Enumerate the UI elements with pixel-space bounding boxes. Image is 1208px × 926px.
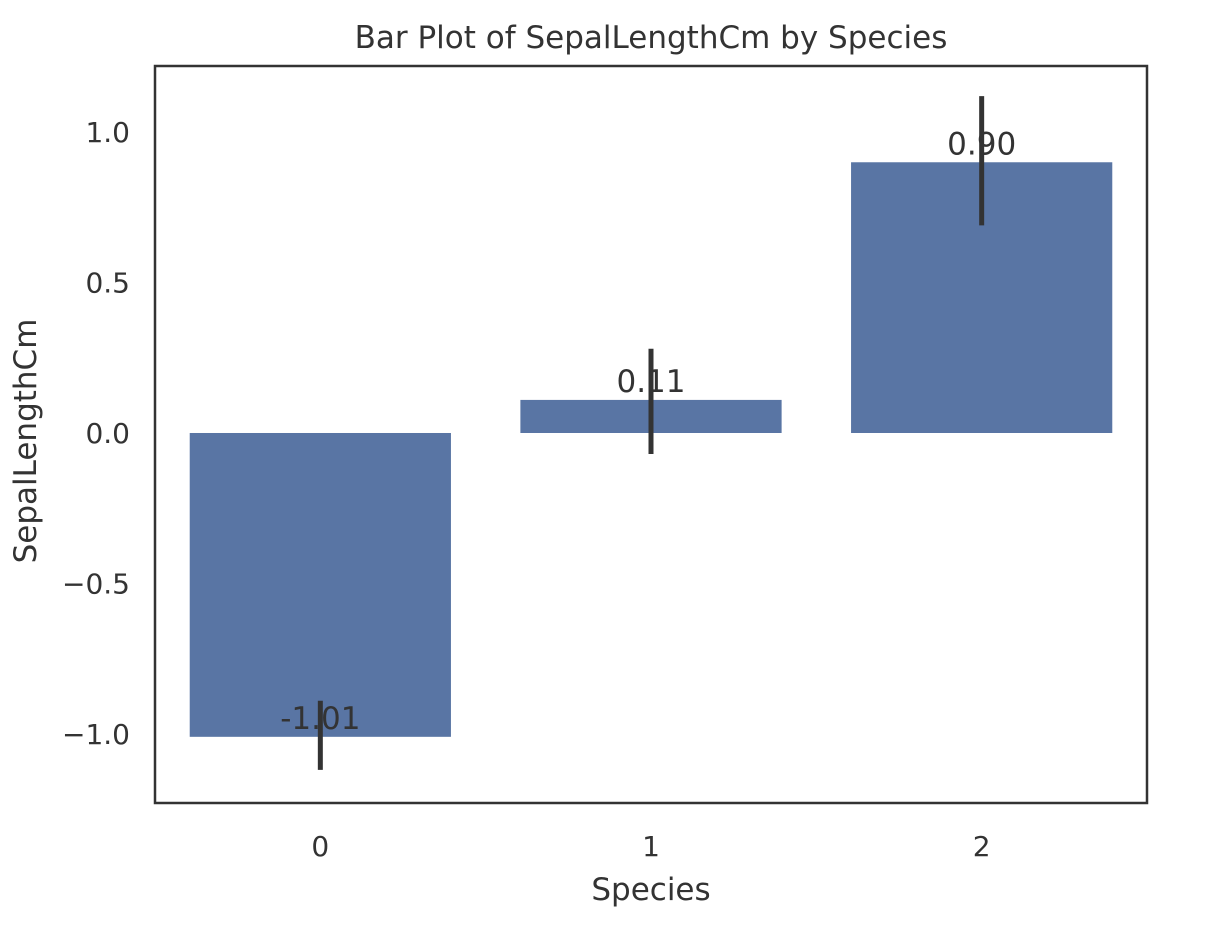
data-label-0: -1.01: [280, 701, 360, 737]
x-axis-label: Species: [591, 872, 710, 908]
x-tick-label-1: 1: [642, 830, 660, 863]
data-labels-layer: -1.01 0.11 0.90: [280, 126, 1016, 737]
y-tick-label: 0.5: [85, 267, 130, 300]
y-tick-label: −1.0: [62, 718, 130, 751]
x-tick-label-2: 2: [973, 830, 991, 863]
x-axis-ticks: 0 1 2: [311, 830, 990, 863]
y-tick-label: 1.0: [85, 116, 130, 149]
bar-0: [189, 432, 451, 737]
x-tick-label-0: 0: [311, 830, 329, 863]
data-label-1: 0.11: [616, 364, 685, 400]
data-label-2: 0.90: [947, 126, 1016, 162]
plot-frame: [153, 64, 1149, 805]
chart-title: Bar Plot of SepalLengthCm by Species: [355, 20, 948, 56]
y-axis-ticks: −1.0 −0.5 0.0 0.5 1.0: [62, 116, 130, 751]
bars-layer: [189, 162, 1113, 737]
y-tick-label: 0.0: [85, 417, 130, 450]
y-axis-label: SepalLengthCm: [8, 319, 44, 564]
y-tick-label: −0.5: [62, 567, 130, 600]
error-bars-layer: [317, 96, 985, 770]
